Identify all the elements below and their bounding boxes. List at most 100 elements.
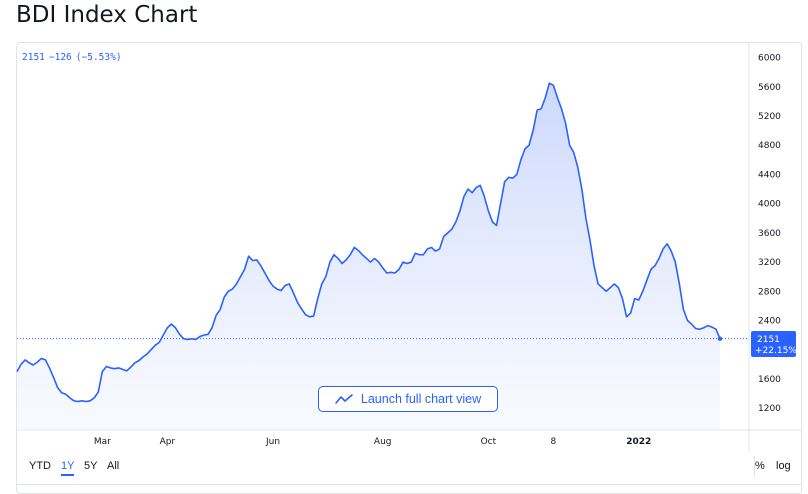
data-point <box>203 334 205 336</box>
price-label-change: +22.15% <box>755 346 797 356</box>
data-point <box>487 210 489 212</box>
data-point <box>142 356 144 358</box>
y-tick-label: 5600 <box>758 83 781 93</box>
area-fill <box>17 83 720 430</box>
data-point <box>260 265 262 267</box>
data-point <box>556 97 558 99</box>
y-tick-label: 1200 <box>758 404 781 414</box>
data-point <box>122 368 124 370</box>
range-ytd-button[interactable]: YTD <box>29 460 51 472</box>
data-point <box>114 368 116 370</box>
data-point <box>207 333 209 335</box>
data-point <box>105 365 107 367</box>
data-point <box>244 268 246 270</box>
data-point <box>496 225 498 227</box>
log-scale-toggle[interactable]: log <box>776 460 791 472</box>
data-point <box>703 327 705 329</box>
y-tick-label: 1600 <box>758 375 781 385</box>
data-point <box>670 250 672 252</box>
y-tick-label: 2800 <box>758 287 781 297</box>
data-point <box>215 314 217 316</box>
x-tick-label: Mar <box>94 437 111 447</box>
data-point <box>398 268 400 270</box>
data-point <box>430 246 432 248</box>
data-point <box>589 239 591 241</box>
data-point <box>500 203 502 205</box>
data-point <box>414 252 416 254</box>
data-point <box>191 338 193 340</box>
data-point <box>292 292 294 294</box>
data-point <box>256 259 258 261</box>
y-tick-label: 4400 <box>758 170 781 180</box>
data-point <box>81 400 83 402</box>
data-point <box>638 299 640 301</box>
data-point <box>504 181 506 183</box>
data-point <box>435 250 437 252</box>
data-point <box>231 288 233 290</box>
y-tick-label: 6000 <box>758 54 781 64</box>
data-point <box>195 338 197 340</box>
data-point <box>528 144 530 146</box>
y-tick-label: 4000 <box>758 200 781 210</box>
data-point <box>370 261 372 263</box>
price-label: 2151 +22.15% <box>751 331 797 357</box>
data-point <box>715 328 717 330</box>
range-1y-button[interactable]: 1Y <box>61 460 75 476</box>
data-point <box>516 173 518 175</box>
data-point <box>44 359 46 361</box>
data-point <box>662 248 664 250</box>
x-tick-label: Apr <box>160 437 176 447</box>
data-point <box>378 261 380 263</box>
data-point <box>333 254 335 256</box>
launch-full-chart-button[interactable]: Launch full chart view <box>318 386 498 412</box>
data-point <box>365 257 367 259</box>
data-point <box>183 338 185 340</box>
data-point <box>280 290 282 292</box>
data-point <box>264 272 266 274</box>
data-point <box>288 283 290 285</box>
data-point <box>32 364 34 366</box>
data-point <box>28 362 30 364</box>
data-point <box>345 259 347 261</box>
data-point <box>386 272 388 274</box>
data-point <box>353 246 355 248</box>
data-point <box>573 152 575 154</box>
data-point <box>569 144 571 146</box>
data-point <box>463 195 465 197</box>
data-point <box>682 309 684 311</box>
line-chart-icon <box>335 394 353 404</box>
data-point <box>475 187 477 189</box>
data-point <box>455 221 457 223</box>
data-point <box>695 328 697 330</box>
data-point <box>508 176 510 178</box>
data-point <box>617 287 619 289</box>
data-point <box>305 314 307 316</box>
data-point <box>134 362 136 364</box>
x-tick-label: 2022 <box>626 437 651 447</box>
legend-last: 2151 <box>22 52 45 63</box>
range-5y-button[interactable]: 5Y <box>84 460 98 472</box>
data-point <box>57 387 59 389</box>
data-point <box>394 272 396 274</box>
data-point <box>248 255 250 257</box>
data-point <box>73 400 75 402</box>
data-point <box>678 283 680 285</box>
data-point <box>390 271 392 273</box>
data-point <box>20 363 22 365</box>
y-tick-label: 5200 <box>758 112 781 122</box>
data-point <box>174 327 176 329</box>
data-point <box>211 327 213 329</box>
percent-scale-toggle[interactable]: % <box>755 460 765 472</box>
data-point <box>451 228 453 230</box>
data-point <box>158 341 160 343</box>
data-point <box>65 393 67 395</box>
data-point <box>284 284 286 286</box>
data-point <box>268 279 270 281</box>
data-point <box>483 195 485 197</box>
data-point <box>552 84 554 86</box>
range-all-button[interactable]: All <box>107 460 120 472</box>
toolbar-separator <box>754 456 755 478</box>
x-tick-label: 8 <box>551 437 557 447</box>
data-point <box>666 243 668 245</box>
